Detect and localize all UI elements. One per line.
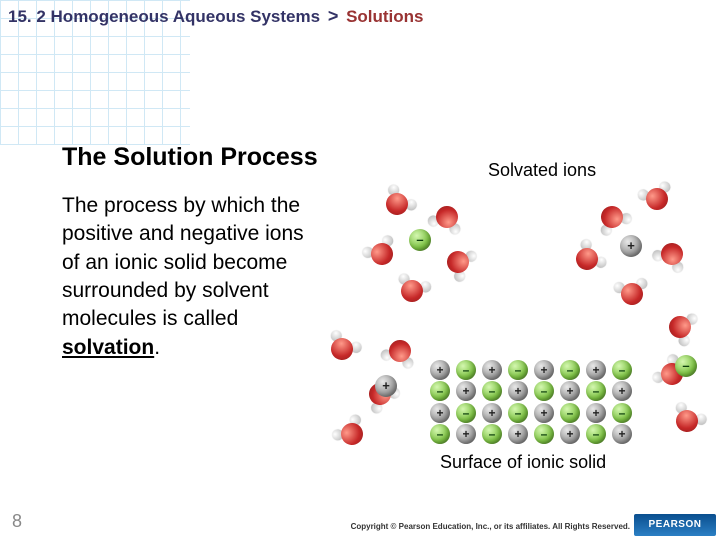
body-pre: The process by which the positive and ne… — [62, 194, 304, 330]
water-molecule-icon — [437, 240, 478, 283]
water-molecule-icon — [661, 306, 699, 348]
breadcrumb: 15. 2 Homogeneous Aqueous Systems > Solu… — [8, 6, 424, 27]
body-term: solvation — [62, 336, 154, 359]
anion-icon: – — [456, 403, 476, 423]
water-molecule-icon — [375, 182, 419, 225]
cation-icon: + — [586, 360, 606, 380]
cation-icon: + — [456, 381, 476, 401]
cation-icon: + — [482, 360, 502, 380]
cation-icon: + — [375, 375, 397, 397]
cation-icon: + — [534, 403, 554, 423]
water-molecule-icon — [360, 233, 403, 274]
anion-icon: – — [612, 403, 632, 423]
cation-icon: + — [508, 424, 528, 444]
water-molecule-icon — [391, 272, 433, 310]
water-molecule-icon — [613, 277, 651, 310]
breadcrumb-topic: Solutions — [346, 7, 423, 26]
water-molecule-icon — [590, 196, 633, 237]
water-molecule-icon — [426, 198, 468, 236]
anion-icon: – — [482, 424, 502, 444]
cation-icon: + — [586, 403, 606, 423]
cation-icon: + — [456, 424, 476, 444]
cation-icon: + — [482, 403, 502, 423]
label-solvated-ions: Solvated ions — [488, 160, 596, 181]
cation-icon: + — [534, 360, 554, 380]
water-molecule-icon — [320, 328, 363, 369]
anion-icon: – — [482, 381, 502, 401]
anion-icon: – — [534, 424, 554, 444]
anion-icon: – — [586, 381, 606, 401]
breadcrumb-section: 15. 2 Homogeneous Aqueous Systems — [8, 7, 320, 26]
ionic-crystal: +–+–+–+––+–+–+–++–+–+–+––+–+–+–+ — [430, 360, 645, 445]
anion-icon: – — [560, 403, 580, 423]
water-molecule-icon — [636, 180, 678, 218]
anion-icon: – — [508, 360, 528, 380]
pearson-logo: PEARSON — [634, 514, 716, 536]
cation-icon: + — [620, 235, 642, 257]
anion-icon: – — [409, 229, 431, 251]
cation-icon: + — [430, 360, 450, 380]
anion-icon: – — [612, 360, 632, 380]
anion-icon: – — [586, 424, 606, 444]
cation-icon: + — [612, 424, 632, 444]
cation-icon: + — [430, 403, 450, 423]
cation-icon: + — [508, 381, 528, 401]
anion-icon: – — [675, 355, 697, 377]
body-paragraph: The process by which the positive and ne… — [62, 192, 312, 362]
anion-icon: – — [456, 360, 476, 380]
label-surface: Surface of ionic solid — [440, 452, 606, 473]
anion-icon: – — [430, 424, 450, 444]
water-molecule-icon — [665, 400, 708, 441]
water-molecule-icon — [330, 412, 374, 455]
copyright-text: Copyright © Pearson Education, Inc., or … — [351, 522, 630, 531]
water-molecule-icon — [650, 233, 693, 274]
cation-icon: + — [560, 381, 580, 401]
water-molecule-icon — [565, 237, 608, 281]
page-number: 8 — [12, 511, 22, 532]
body-post: . — [154, 336, 160, 359]
anion-icon: – — [508, 403, 528, 423]
cation-icon: + — [560, 424, 580, 444]
breadcrumb-separator: > — [328, 6, 339, 26]
anion-icon: – — [560, 360, 580, 380]
solvation-diagram: +–+–+–+––+–+–+–++–+–+–+––+–+–+–+ –++– — [325, 185, 705, 450]
anion-icon: – — [534, 381, 554, 401]
cation-icon: + — [612, 381, 632, 401]
slide-heading: The Solution Process — [62, 143, 318, 172]
water-molecule-icon — [379, 332, 421, 370]
anion-icon: – — [430, 381, 450, 401]
